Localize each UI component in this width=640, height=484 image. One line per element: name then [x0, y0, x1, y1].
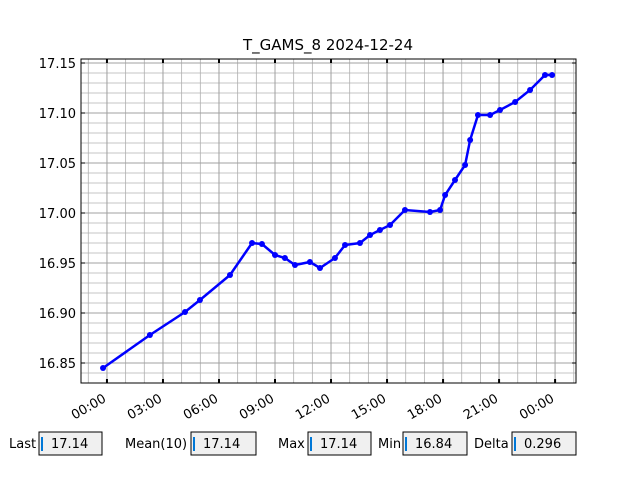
stat-label: Min	[378, 437, 401, 452]
marker	[317, 265, 324, 271]
marker	[512, 99, 519, 105]
y-tick-label: 16.95	[39, 257, 76, 272]
marker	[474, 112, 481, 118]
marker	[527, 87, 534, 93]
stat-value: 17.14	[320, 437, 357, 452]
marker	[376, 227, 383, 233]
marker	[331, 255, 338, 261]
marker	[437, 207, 444, 213]
stat-label: Delta	[474, 437, 509, 452]
y-tick-label: 16.90	[39, 307, 76, 322]
y-tick-label: 16.85	[39, 357, 76, 372]
stat-value: 17.14	[51, 437, 88, 452]
marker	[367, 232, 374, 238]
stat-label: Last	[9, 437, 36, 452]
marker	[272, 252, 279, 258]
marker	[196, 297, 203, 303]
marker	[146, 332, 153, 338]
marker	[227, 272, 234, 278]
marker	[182, 309, 189, 315]
y-tick-label: 17.05	[39, 157, 76, 172]
marker	[281, 255, 288, 261]
stat-box	[511, 431, 577, 456]
stat-value: 17.14	[203, 437, 240, 452]
marker	[462, 162, 469, 168]
y-tick-label: 17.15	[39, 57, 76, 72]
plot-frame	[80, 58, 577, 384]
marker	[401, 207, 408, 213]
y-tick-label: 17.00	[39, 207, 76, 222]
marker	[249, 240, 256, 246]
marker	[497, 107, 504, 113]
marker	[356, 240, 363, 246]
y-tick-label: 17.10	[39, 107, 76, 122]
stat-box	[307, 431, 372, 456]
marker	[306, 259, 313, 265]
marker	[100, 365, 107, 371]
marker	[387, 222, 394, 228]
chart-title: T_GAMS_8 2024-12-24	[242, 36, 413, 55]
marker	[342, 242, 349, 248]
stat-label: Max	[278, 437, 305, 452]
marker	[426, 209, 433, 215]
marker	[258, 241, 265, 247]
marker	[542, 72, 549, 78]
marker	[549, 72, 556, 78]
stat-value: 0.296	[524, 437, 561, 452]
stat-label: Mean(10)	[125, 437, 187, 452]
stat-box	[402, 431, 468, 456]
marker	[291, 262, 298, 268]
stat-box	[190, 431, 257, 456]
marker	[452, 177, 459, 183]
marker	[487, 112, 494, 118]
marker	[442, 192, 449, 198]
stat-value: 16.84	[415, 437, 452, 452]
stat-box	[38, 431, 103, 456]
marker	[467, 137, 474, 143]
